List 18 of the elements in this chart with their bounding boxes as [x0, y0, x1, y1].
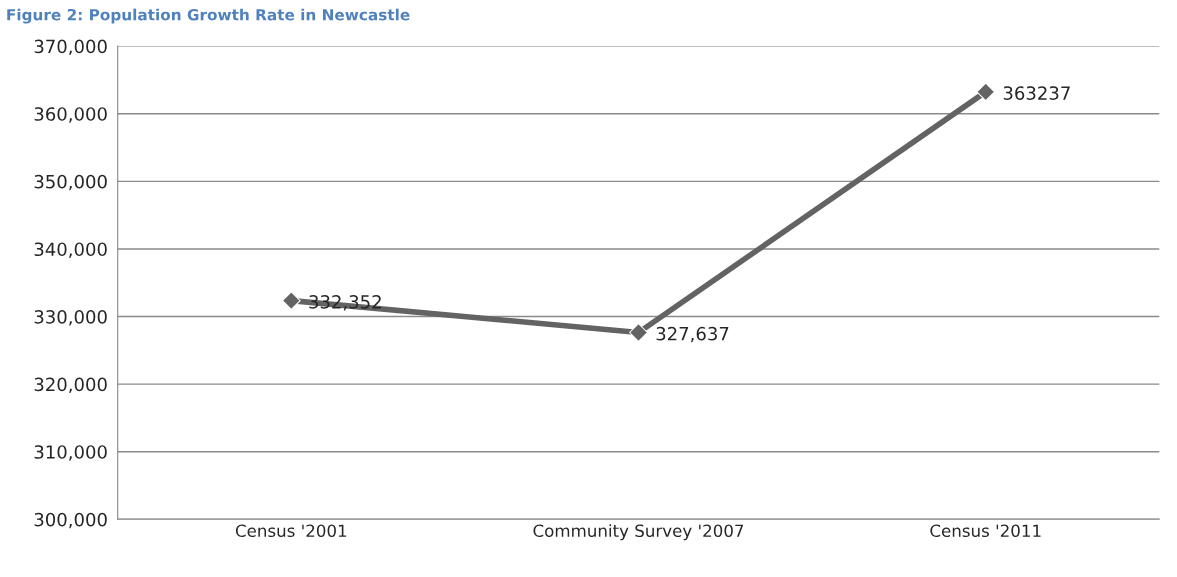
y-tick-label: 350,000 — [34, 174, 107, 191]
point — [629, 323, 648, 342]
data-label: 363237 — [1003, 86, 1070, 100]
data-label: 332,352 — [309, 294, 381, 311]
y-tick-label: 310,000 — [34, 445, 107, 461]
x-tick-label: Census '2001 — [235, 524, 347, 538]
chart-title: Figure 2: Population Growth Rate in Newcastle — [7, 8, 410, 24]
x-tick-label: Census '2011 — [930, 524, 1041, 538]
y-tick-label: 340,000 — [34, 242, 107, 258]
y-tick-label: 370,000 — [34, 39, 107, 56]
x-tick-label: Community Survey '2007 — [533, 524, 744, 541]
point — [976, 82, 996, 102]
y-tick-label: 330,000 — [34, 309, 107, 326]
y-tick-label: 320,000 — [34, 377, 107, 394]
point — [281, 291, 301, 310]
y-tick-label: 300,000 — [34, 512, 107, 529]
data-label: 327,637 — [656, 326, 729, 343]
y-tick-label: 360,000 — [34, 107, 107, 123]
